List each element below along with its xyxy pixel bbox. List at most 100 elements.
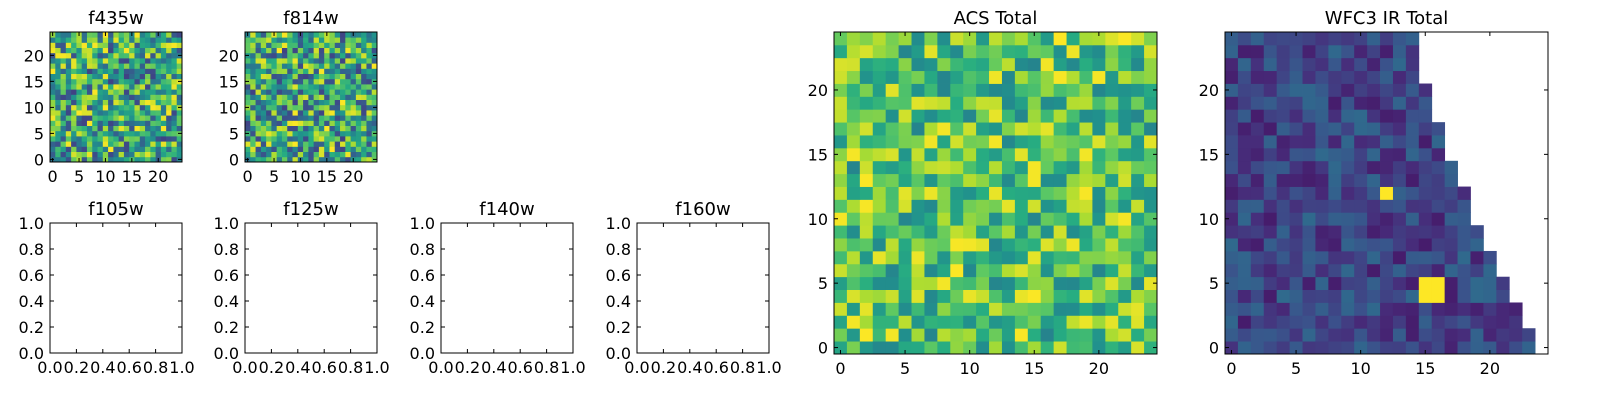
heatmap-cell — [371, 120, 378, 126]
heatmap-cell — [292, 63, 299, 69]
heatmap-cell — [166, 42, 172, 48]
panel-title-f105w: f105w — [88, 199, 143, 220]
heatmap-cell — [86, 120, 93, 126]
heatmap-cell — [1237, 57, 1252, 72]
heatmap-cell — [1237, 199, 1252, 213]
heatmap-cell — [113, 52, 120, 59]
heatmap-cell — [81, 146, 88, 152]
heatmap-cell — [872, 276, 887, 290]
heatmap-cell — [1276, 341, 1290, 355]
heatmap-cell — [292, 89, 299, 95]
heatmap-cell — [846, 160, 861, 175]
heatmap-cell — [898, 44, 912, 59]
heatmap-cell — [308, 130, 315, 137]
heatmap-cell — [872, 328, 887, 342]
heatmap-cell — [139, 42, 146, 48]
heatmap-cell — [271, 146, 278, 152]
heatmap-cell — [1014, 276, 1029, 290]
heatmap-cell — [340, 99, 346, 106]
heatmap-cell — [1328, 83, 1342, 97]
heatmap-cell — [846, 96, 861, 110]
heatmap-cell — [1354, 199, 1368, 213]
heatmap-cell — [989, 160, 1003, 175]
heatmap-cell — [1014, 147, 1029, 162]
heatmap-cell — [171, 78, 178, 85]
heatmap-cell — [1276, 289, 1290, 303]
heatmap-cell — [155, 68, 162, 74]
heatmap-cell — [60, 52, 67, 59]
heatmap-cell — [276, 37, 283, 43]
heatmap-cell — [1405, 122, 1420, 136]
heatmap-cell — [1144, 212, 1158, 226]
heatmap-cell — [145, 110, 151, 116]
heatmap-cell — [1315, 83, 1329, 97]
heatmap-cell — [340, 73, 346, 80]
heatmap-cell — [123, 32, 130, 38]
heatmap-cell — [898, 32, 912, 46]
heatmap-cell — [1405, 44, 1420, 59]
heatmap-cell — [329, 146, 336, 152]
heatmap-cell — [1509, 302, 1523, 316]
heatmap-cell — [976, 70, 990, 84]
heatmap-cell — [911, 70, 925, 84]
heatmap-cell — [1328, 263, 1342, 278]
heatmap-cell — [1418, 238, 1433, 252]
heatmap-cell — [108, 37, 114, 43]
heatmap-cell — [937, 250, 951, 265]
heatmap-cell — [292, 141, 299, 147]
heatmap-cell — [113, 136, 120, 142]
heatmap-cell — [324, 125, 330, 132]
heatmap-cell — [255, 63, 262, 69]
heatmap-cell — [834, 160, 848, 175]
heatmap-cell — [1144, 32, 1158, 46]
heatmap-cell — [271, 151, 278, 158]
heatmap-cell — [76, 52, 83, 59]
heatmap-cell — [176, 146, 183, 152]
heatmap-cell — [108, 63, 114, 69]
heatmap-cell — [318, 32, 325, 38]
heatmap-cell — [989, 199, 1003, 213]
heatmap-cell — [55, 73, 61, 80]
heatmap-cell — [1144, 57, 1158, 72]
heatmap-cell — [1105, 160, 1119, 175]
heatmap-cell — [113, 73, 120, 80]
heatmap-cell — [255, 151, 262, 158]
heatmap-cell — [86, 99, 93, 106]
heatmap-cell — [1341, 160, 1355, 175]
heatmap-cell — [313, 136, 320, 142]
heatmap-cell — [1225, 173, 1239, 187]
heatmap-cell — [1405, 57, 1420, 72]
heatmap-cell — [1105, 238, 1119, 252]
ticks-f125w: 0.0 0.2 0.4 0.6 0.8 1.00.00.20.40.60.81.0 — [214, 214, 390, 377]
heatmap-cell — [1276, 263, 1290, 278]
heatmap-cell — [963, 147, 977, 162]
heatmap-cell — [1250, 173, 1265, 187]
heatmap-cell — [1250, 147, 1265, 162]
heatmap-cell — [297, 120, 304, 126]
heatmap-cell — [102, 52, 109, 59]
heatmap-cell — [318, 37, 325, 43]
heatmap-cell — [834, 173, 848, 187]
heatmap-cell — [361, 37, 367, 43]
heatmap-cell — [287, 151, 293, 158]
heatmap-cell — [1118, 289, 1132, 303]
heatmap-cell — [97, 42, 104, 48]
heatmap-cell — [255, 58, 262, 64]
heatmap-cell — [1225, 57, 1239, 72]
heatmap-cell — [361, 115, 367, 121]
heatmap-cell — [155, 130, 162, 137]
heatmap-cell — [1237, 238, 1252, 252]
heatmap-cell — [340, 32, 346, 38]
heatmap-cell — [1014, 70, 1029, 84]
heatmap-cell — [911, 109, 925, 123]
heatmap-cell — [1380, 199, 1394, 213]
heatmap-cell — [1066, 263, 1080, 278]
heatmap-cell — [113, 115, 120, 121]
heatmap-cell — [76, 94, 83, 100]
heatmap-cell — [166, 99, 172, 106]
x-tick-label: 0.4 — [285, 358, 310, 377]
heatmap-cell — [176, 89, 183, 95]
heatmap-cell — [963, 289, 977, 303]
heatmap-cell — [1405, 263, 1420, 278]
